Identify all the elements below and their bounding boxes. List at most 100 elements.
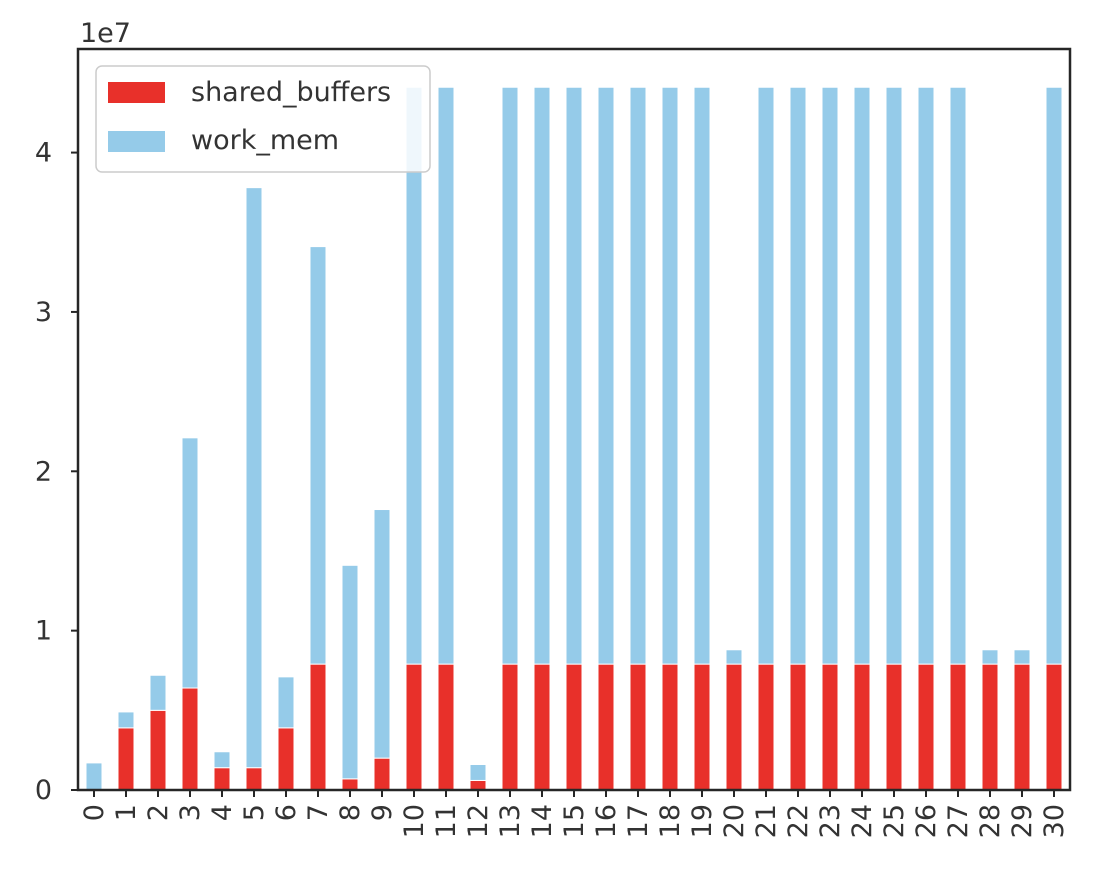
x-tick-label: 5 — [239, 804, 270, 821]
bar-shared-buffers-23 — [821, 663, 839, 791]
bar-work-mem-14 — [533, 86, 551, 665]
x-tick-label: 9 — [367, 804, 398, 821]
bar-work-mem-28 — [981, 649, 999, 665]
bar-work-mem-0 — [85, 762, 103, 791]
legend-label-work-mem: work_mem — [191, 125, 339, 156]
bar-shared-buffers-26 — [917, 663, 935, 791]
bar-work-mem-12 — [469, 764, 487, 781]
x-tick-label: 6 — [271, 804, 302, 821]
bar-work-mem-9 — [373, 509, 391, 759]
bar-shared-buffers-1 — [117, 727, 135, 791]
legend-box — [95, 65, 431, 173]
bar-shared-buffers-12 — [469, 779, 487, 791]
bar-work-mem-5 — [245, 187, 263, 769]
bar-work-mem-6 — [277, 676, 295, 729]
bar-shared-buffers-28 — [981, 663, 999, 791]
bar-work-mem-7 — [309, 246, 327, 665]
bar-work-mem-27 — [949, 86, 967, 665]
bar-shared-buffers-3 — [181, 687, 199, 791]
bar-shared-buffers-6 — [277, 727, 295, 791]
y-tick-label: 1 — [35, 616, 52, 647]
x-tick-label: 2 — [143, 804, 174, 821]
legend: shared_buffers work_mem — [95, 65, 431, 173]
x-tick-label: 25 — [879, 804, 910, 838]
x-tick-label: 16 — [591, 804, 622, 838]
bar-shared-buffers-17 — [629, 663, 647, 791]
bar-work-mem-24 — [853, 86, 871, 665]
x-tick-label: 27 — [943, 804, 974, 838]
x-tick-label: 8 — [335, 804, 366, 821]
bar-shared-buffers-2 — [149, 709, 167, 791]
bar-shared-buffers-20 — [725, 663, 743, 791]
bar-work-mem-30 — [1045, 86, 1063, 665]
bar-work-mem-13 — [501, 86, 519, 665]
plot-frame — [76, 47, 1072, 792]
bar-work-mem-19 — [693, 86, 711, 665]
bar-shared-buffers-22 — [789, 663, 807, 791]
bar-shared-buffers-21 — [757, 663, 775, 791]
bar-shared-buffers-27 — [949, 663, 967, 791]
x-tick-label: 13 — [495, 804, 526, 838]
bar-shared-buffers-14 — [533, 663, 551, 791]
bar-work-mem-10 — [405, 86, 423, 665]
bar-shared-buffers-4 — [213, 767, 231, 791]
x-tick-label: 14 — [527, 804, 558, 838]
x-tick-label: 29 — [1007, 804, 1038, 838]
x-tick-label: 26 — [911, 804, 942, 838]
bar-work-mem-15 — [565, 86, 583, 665]
bar-shared-buffers-29 — [1013, 663, 1031, 791]
x-tick-label: 11 — [431, 804, 462, 838]
x-tick-label: 4 — [207, 804, 238, 821]
bar-shared-buffers-9 — [373, 757, 391, 791]
bar-work-mem-18 — [661, 86, 679, 665]
x-tick-label: 21 — [751, 804, 782, 838]
x-tick-label: 17 — [623, 804, 654, 838]
bar-shared-buffers-25 — [885, 663, 903, 791]
bar-work-mem-22 — [789, 86, 807, 665]
bar-shared-buffers-16 — [597, 663, 615, 791]
bar-shared-buffers-11 — [437, 663, 455, 791]
x-tick-label: 22 — [783, 804, 814, 838]
x-tick-label: 1 — [111, 804, 142, 821]
y-tick-label: 4 — [35, 138, 52, 169]
x-tick-label: 19 — [687, 804, 718, 838]
bar-work-mem-26 — [917, 86, 935, 665]
x-tick-label: 30 — [1039, 804, 1070, 838]
bar-work-mem-17 — [629, 86, 647, 665]
bar-work-mem-16 — [597, 86, 615, 665]
bars — [85, 86, 1063, 791]
x-tick-label: 10 — [399, 804, 430, 838]
y-tick-label: 0 — [35, 775, 52, 806]
x-tick-label: 18 — [655, 804, 686, 838]
legend-label-shared-buffers: shared_buffers — [191, 77, 391, 108]
x-tick-label: 0 — [79, 804, 110, 821]
bar-work-mem-29 — [1013, 649, 1031, 665]
bar-work-mem-1 — [117, 711, 135, 729]
bar-shared-buffers-15 — [565, 663, 583, 791]
bar-shared-buffers-24 — [853, 663, 871, 791]
bar-work-mem-21 — [757, 86, 775, 665]
bar-work-mem-8 — [341, 564, 359, 780]
bar-shared-buffers-30 — [1045, 663, 1063, 791]
y-tick-label: 3 — [35, 297, 52, 328]
bar-shared-buffers-13 — [501, 663, 519, 791]
x-tick-label: 24 — [847, 804, 878, 838]
x-tick-label: 3 — [175, 804, 206, 821]
bar-work-mem-2 — [149, 674, 167, 711]
bar-work-mem-23 — [821, 86, 839, 665]
bar-work-mem-20 — [725, 649, 743, 665]
bar-work-mem-3 — [181, 437, 199, 689]
bar-shared-buffers-10 — [405, 663, 423, 791]
x-tick-label: 28 — [975, 804, 1006, 838]
x-tick-label: 23 — [815, 804, 846, 838]
bar-shared-buffers-8 — [341, 778, 359, 791]
y-axis-ticks: 0 1 2 3 4 — [35, 138, 78, 806]
x-tick-label: 7 — [303, 804, 334, 821]
x-tick-label: 12 — [463, 804, 494, 838]
bar-work-mem-25 — [885, 86, 903, 665]
bar-shared-buffers-7 — [309, 663, 327, 791]
x-tick-label: 15 — [559, 804, 590, 838]
legend-swatch-work-mem — [108, 131, 165, 152]
bar-work-mem-11 — [437, 86, 455, 665]
